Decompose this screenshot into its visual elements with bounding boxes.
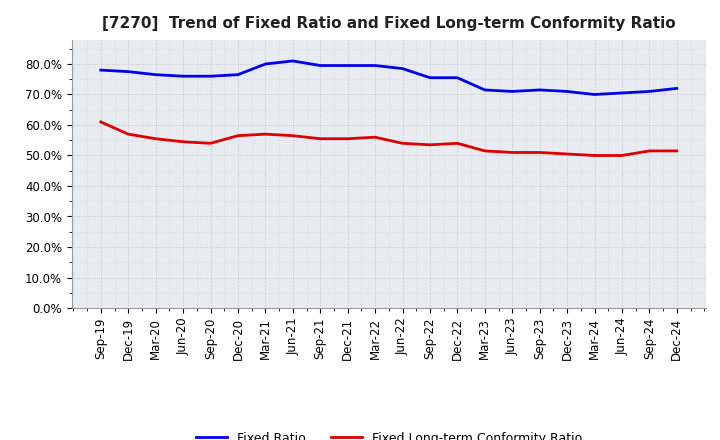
Fixed Long-term Conformity Ratio [645,148,654,154]
Fixed Ratio [398,66,407,71]
Fixed Ratio [343,63,352,68]
Fixed Ratio [289,59,297,64]
Fixed Ratio [151,72,160,77]
Fixed Long-term Conformity Ratio [151,136,160,141]
Fixed Long-term Conformity Ratio [536,150,544,155]
Line: Fixed Ratio: Fixed Ratio [101,61,677,95]
Fixed Ratio [179,73,187,79]
Fixed Long-term Conformity Ratio [206,141,215,146]
Fixed Ratio [508,89,516,94]
Title: [7270]  Trend of Fixed Ratio and Fixed Long-term Conformity Ratio: [7270] Trend of Fixed Ratio and Fixed Lo… [102,16,675,32]
Fixed Long-term Conformity Ratio [398,141,407,146]
Fixed Long-term Conformity Ratio [508,150,516,155]
Fixed Long-term Conformity Ratio [316,136,325,141]
Fixed Long-term Conformity Ratio [672,148,681,154]
Fixed Ratio [316,63,325,68]
Fixed Long-term Conformity Ratio [563,151,572,157]
Fixed Long-term Conformity Ratio [618,153,626,158]
Line: Fixed Long-term Conformity Ratio: Fixed Long-term Conformity Ratio [101,122,677,155]
Fixed Long-term Conformity Ratio [343,136,352,141]
Fixed Ratio [563,89,572,94]
Fixed Ratio [426,75,434,81]
Fixed Ratio [672,86,681,91]
Fixed Ratio [206,73,215,79]
Fixed Long-term Conformity Ratio [426,142,434,147]
Fixed Long-term Conformity Ratio [261,132,270,137]
Fixed Ratio [618,90,626,95]
Fixed Long-term Conformity Ratio [371,135,379,140]
Fixed Long-term Conformity Ratio [233,133,242,138]
Fixed Ratio [590,92,599,97]
Fixed Ratio [536,87,544,92]
Fixed Ratio [453,75,462,81]
Fixed Long-term Conformity Ratio [289,133,297,138]
Fixed Ratio [645,89,654,94]
Fixed Ratio [480,87,489,92]
Fixed Ratio [371,63,379,68]
Fixed Long-term Conformity Ratio [480,148,489,154]
Fixed Ratio [233,72,242,77]
Fixed Long-term Conformity Ratio [590,153,599,158]
Fixed Ratio [124,69,132,74]
Fixed Long-term Conformity Ratio [179,139,187,144]
Fixed Long-term Conformity Ratio [453,141,462,146]
Fixed Ratio [96,67,105,73]
Legend: Fixed Ratio, Fixed Long-term Conformity Ratio: Fixed Ratio, Fixed Long-term Conformity … [191,427,587,440]
Fixed Long-term Conformity Ratio [96,119,105,125]
Fixed Long-term Conformity Ratio [124,132,132,137]
Fixed Ratio [261,61,270,66]
